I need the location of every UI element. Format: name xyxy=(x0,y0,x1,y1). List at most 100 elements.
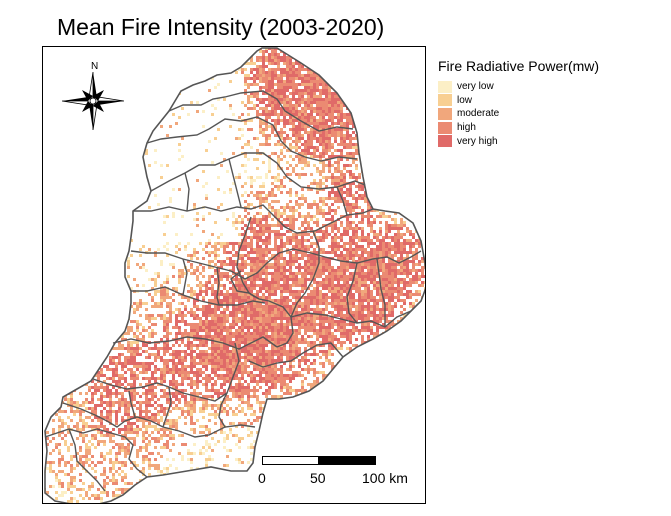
fire-pixel xyxy=(340,284,343,287)
fire-pixel xyxy=(316,74,319,77)
fire-pixel xyxy=(247,332,250,335)
fire-pixel xyxy=(280,302,283,305)
fire-pixel xyxy=(136,353,139,356)
fire-pixel xyxy=(313,293,316,296)
fire-pixel xyxy=(307,119,310,122)
fire-pixel xyxy=(253,299,256,302)
fire-pixel xyxy=(70,299,73,302)
fire-pixel xyxy=(235,305,238,308)
fire-pixel xyxy=(265,113,268,116)
fire-pixel xyxy=(328,146,331,149)
fire-pixel xyxy=(244,317,247,320)
fire-pixel xyxy=(298,281,301,284)
fire-pixel xyxy=(118,341,121,344)
fire-pixel xyxy=(367,233,370,236)
fire-pixel xyxy=(253,92,256,95)
fire-pixel xyxy=(280,179,283,182)
fire-pixel xyxy=(277,131,280,134)
fire-pixel xyxy=(100,311,103,314)
fire-pixel xyxy=(247,305,250,308)
fire-pixel xyxy=(337,116,340,119)
fire-pixel xyxy=(337,122,340,125)
fire-pixel xyxy=(349,272,352,275)
fire-pixel xyxy=(346,218,349,221)
fire-pixel xyxy=(265,83,268,86)
fire-pixel xyxy=(301,254,304,257)
fire-pixel xyxy=(334,167,337,170)
fire-pixel xyxy=(409,233,412,236)
fire-pixel xyxy=(334,116,337,119)
fire-pixel xyxy=(289,272,292,275)
fire-pixel xyxy=(262,122,265,125)
fire-pixel xyxy=(181,275,184,278)
fire-pixel xyxy=(178,356,181,359)
fire-pixel xyxy=(247,344,250,347)
fire-pixel xyxy=(274,299,277,302)
fire-pixel xyxy=(292,131,295,134)
fire-pixel xyxy=(379,233,382,236)
fire-pixel xyxy=(295,353,298,356)
fire-pixel xyxy=(355,299,358,302)
map-panel[interactable] xyxy=(42,46,426,504)
fire-pixel xyxy=(151,278,154,281)
fire-pixel xyxy=(316,296,319,299)
fire-pixel xyxy=(118,320,121,323)
fire-pixel xyxy=(244,224,247,227)
fire-pixel xyxy=(349,191,352,194)
fire-pixel xyxy=(259,284,262,287)
fire-pixel xyxy=(271,113,274,116)
fire-pixel xyxy=(409,113,412,116)
fire-pixel xyxy=(340,224,343,227)
fire-pixel xyxy=(307,314,310,317)
fire-pixel xyxy=(133,320,136,323)
fire-pixel xyxy=(382,335,385,338)
fire-pixel xyxy=(316,149,319,152)
fire-pixel xyxy=(178,149,181,152)
fire-pixel xyxy=(211,233,214,236)
fire-pixel xyxy=(253,293,256,296)
fire-pixel xyxy=(250,191,253,194)
fire-pixel xyxy=(268,314,271,317)
fire-pixel xyxy=(310,206,313,209)
fire-pixel xyxy=(262,230,265,233)
fire-pixel xyxy=(301,95,304,98)
fire-pixel xyxy=(301,272,304,275)
fire-pixel xyxy=(358,128,361,131)
fire-pixel xyxy=(217,332,220,335)
fire-pixel xyxy=(295,200,298,203)
fire-pixel xyxy=(310,236,313,239)
fire-pixel xyxy=(226,335,229,338)
fire-pixel xyxy=(289,48,292,50)
fire-pixel xyxy=(250,284,253,287)
fire-pixel xyxy=(325,113,328,116)
fire-pixel xyxy=(178,116,181,119)
fire-pixel xyxy=(370,257,373,260)
fire-pixel xyxy=(406,332,409,335)
fire-pixel xyxy=(388,272,391,275)
fire-pixel xyxy=(217,350,220,353)
fire-pixel xyxy=(118,263,121,266)
fire-pixel xyxy=(79,350,82,353)
fire-pixel xyxy=(184,320,187,323)
fire-pixel xyxy=(214,302,217,305)
fire-pixel xyxy=(304,215,307,218)
fire-pixel xyxy=(289,254,292,257)
fire-pixel xyxy=(262,248,265,251)
fire-pixel xyxy=(211,284,214,287)
fire-pixel xyxy=(397,245,400,248)
fire-pixel xyxy=(76,359,79,362)
fire-pixel xyxy=(190,101,193,104)
fire-pixel xyxy=(373,233,376,236)
fire-pixel xyxy=(361,140,364,143)
fire-pixel xyxy=(331,338,334,341)
fire-pixel xyxy=(328,104,331,107)
fire-pixel xyxy=(277,107,280,110)
fire-pixel xyxy=(349,113,352,116)
fire-pixel xyxy=(235,323,238,326)
fire-pixel xyxy=(259,50,262,53)
fire-pixel xyxy=(223,329,226,332)
fire-pixel xyxy=(382,278,385,281)
fire-pixel xyxy=(292,260,295,263)
fire-pixel xyxy=(304,119,307,122)
fire-pixel xyxy=(385,308,388,311)
